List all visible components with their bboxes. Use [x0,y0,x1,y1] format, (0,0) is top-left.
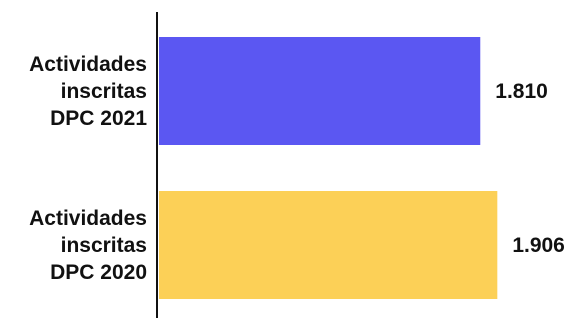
value-label-2: 1.906 [512,234,565,257]
bar-1 [159,37,481,145]
category-label-line: DPC 2020 [50,261,147,284]
bar-2 [159,191,498,299]
category-label-line: inscritas [61,80,147,103]
category-label-line: Actividades [29,53,147,76]
category-label-1: Actividades inscritas DPC 2021 [29,53,147,130]
labels-group: 1.810 Actividades inscritas DPC 2021 1.906 Ac… [29,53,565,284]
bars-group [159,37,498,299]
category-label-2: Actividades inscritas DPC 2020 [29,207,147,284]
category-label-line: inscritas [61,234,147,257]
category-label-line: DPC 2021 [50,107,147,130]
value-label-1: 1.810 [495,80,548,103]
category-label-line: Actividades [29,207,147,230]
